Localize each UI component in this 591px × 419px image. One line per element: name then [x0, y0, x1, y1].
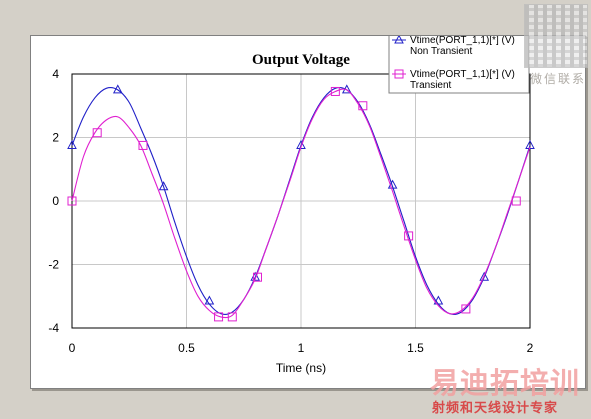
- slogan-watermark: 射频和天线设计专家: [432, 401, 559, 416]
- x-tick-label: 0: [69, 341, 76, 355]
- series-2-marker: [461, 304, 471, 314]
- series-layer: [67, 84, 535, 322]
- series-1-marker: [112, 84, 123, 94]
- legend-marker-2: [394, 69, 404, 79]
- legend-entry-2-subname: Transient: [410, 80, 452, 91]
- legend: Vtime(PORT_1,1)[*] (V) Non Transient Vti…: [388, 36, 530, 94]
- series-1-marker: [479, 271, 490, 281]
- series-2-marker: [227, 312, 237, 322]
- y-tick-label: 4: [52, 67, 59, 81]
- y-tick-label: 2: [52, 131, 59, 145]
- qr-caption: 微信联系: [530, 72, 587, 86]
- series-1-marker: [158, 181, 169, 191]
- legend-swatches: [392, 36, 406, 79]
- legend-box: [388, 36, 530, 94]
- series-2-marker: [214, 312, 224, 322]
- legend-marker-1: [394, 36, 404, 44]
- x-tick-label: 1.5: [407, 341, 424, 355]
- y-tick-label: 0: [52, 194, 59, 208]
- legend-entry-1-subname: Non Transient: [410, 46, 472, 57]
- series-1-marker: [204, 295, 215, 305]
- chart-title: Output Voltage: [252, 52, 350, 68]
- series-2-marker: [511, 196, 521, 206]
- series-2-marker: [252, 272, 262, 282]
- series-2-marker: [330, 86, 340, 96]
- legend-entry-1-name: Vtime(PORT_1,1)[*] (V): [410, 36, 515, 46]
- x-tick-label: 1: [298, 341, 305, 355]
- series-2-marker: [404, 231, 414, 241]
- x-tick-label: 2: [527, 341, 534, 355]
- series-2-line: [71, 88, 531, 319]
- series-2-marker: [358, 101, 368, 111]
- series-2-marker: [92, 128, 102, 138]
- y-tick-labels: 4 2 0 -2 -4: [48, 67, 59, 335]
- chart-svg: Output Voltage 0 0.5 1 1.5 2 4 2 0 -2 -4 Time (n…: [48, 36, 535, 375]
- grid: [71, 73, 531, 329]
- series-2: [67, 86, 531, 322]
- series-1-marker: [67, 139, 77, 149]
- y-tick-label: -4: [48, 321, 59, 335]
- x-tick-labels: 0 0.5 1 1.5 2: [69, 341, 534, 355]
- series-2-marker: [67, 196, 77, 206]
- series-1-marker: [433, 295, 444, 305]
- chart-panel: Output Voltage 0 0.5 1 1.5 2 4 2 0 -2 -4 Time (n…: [30, 35, 586, 389]
- series-2-marker: [138, 140, 148, 150]
- y-tick-label: -2: [48, 258, 59, 272]
- legend-entry-2-name: Vtime(PORT_1,1)[*] (V): [410, 69, 515, 80]
- qr-code-image: [524, 4, 588, 68]
- x-axis-label: Time (ns): [276, 361, 326, 375]
- brand-watermark: 易迪拓培训: [430, 366, 581, 400]
- x-tick-label: 0.5: [178, 341, 195, 355]
